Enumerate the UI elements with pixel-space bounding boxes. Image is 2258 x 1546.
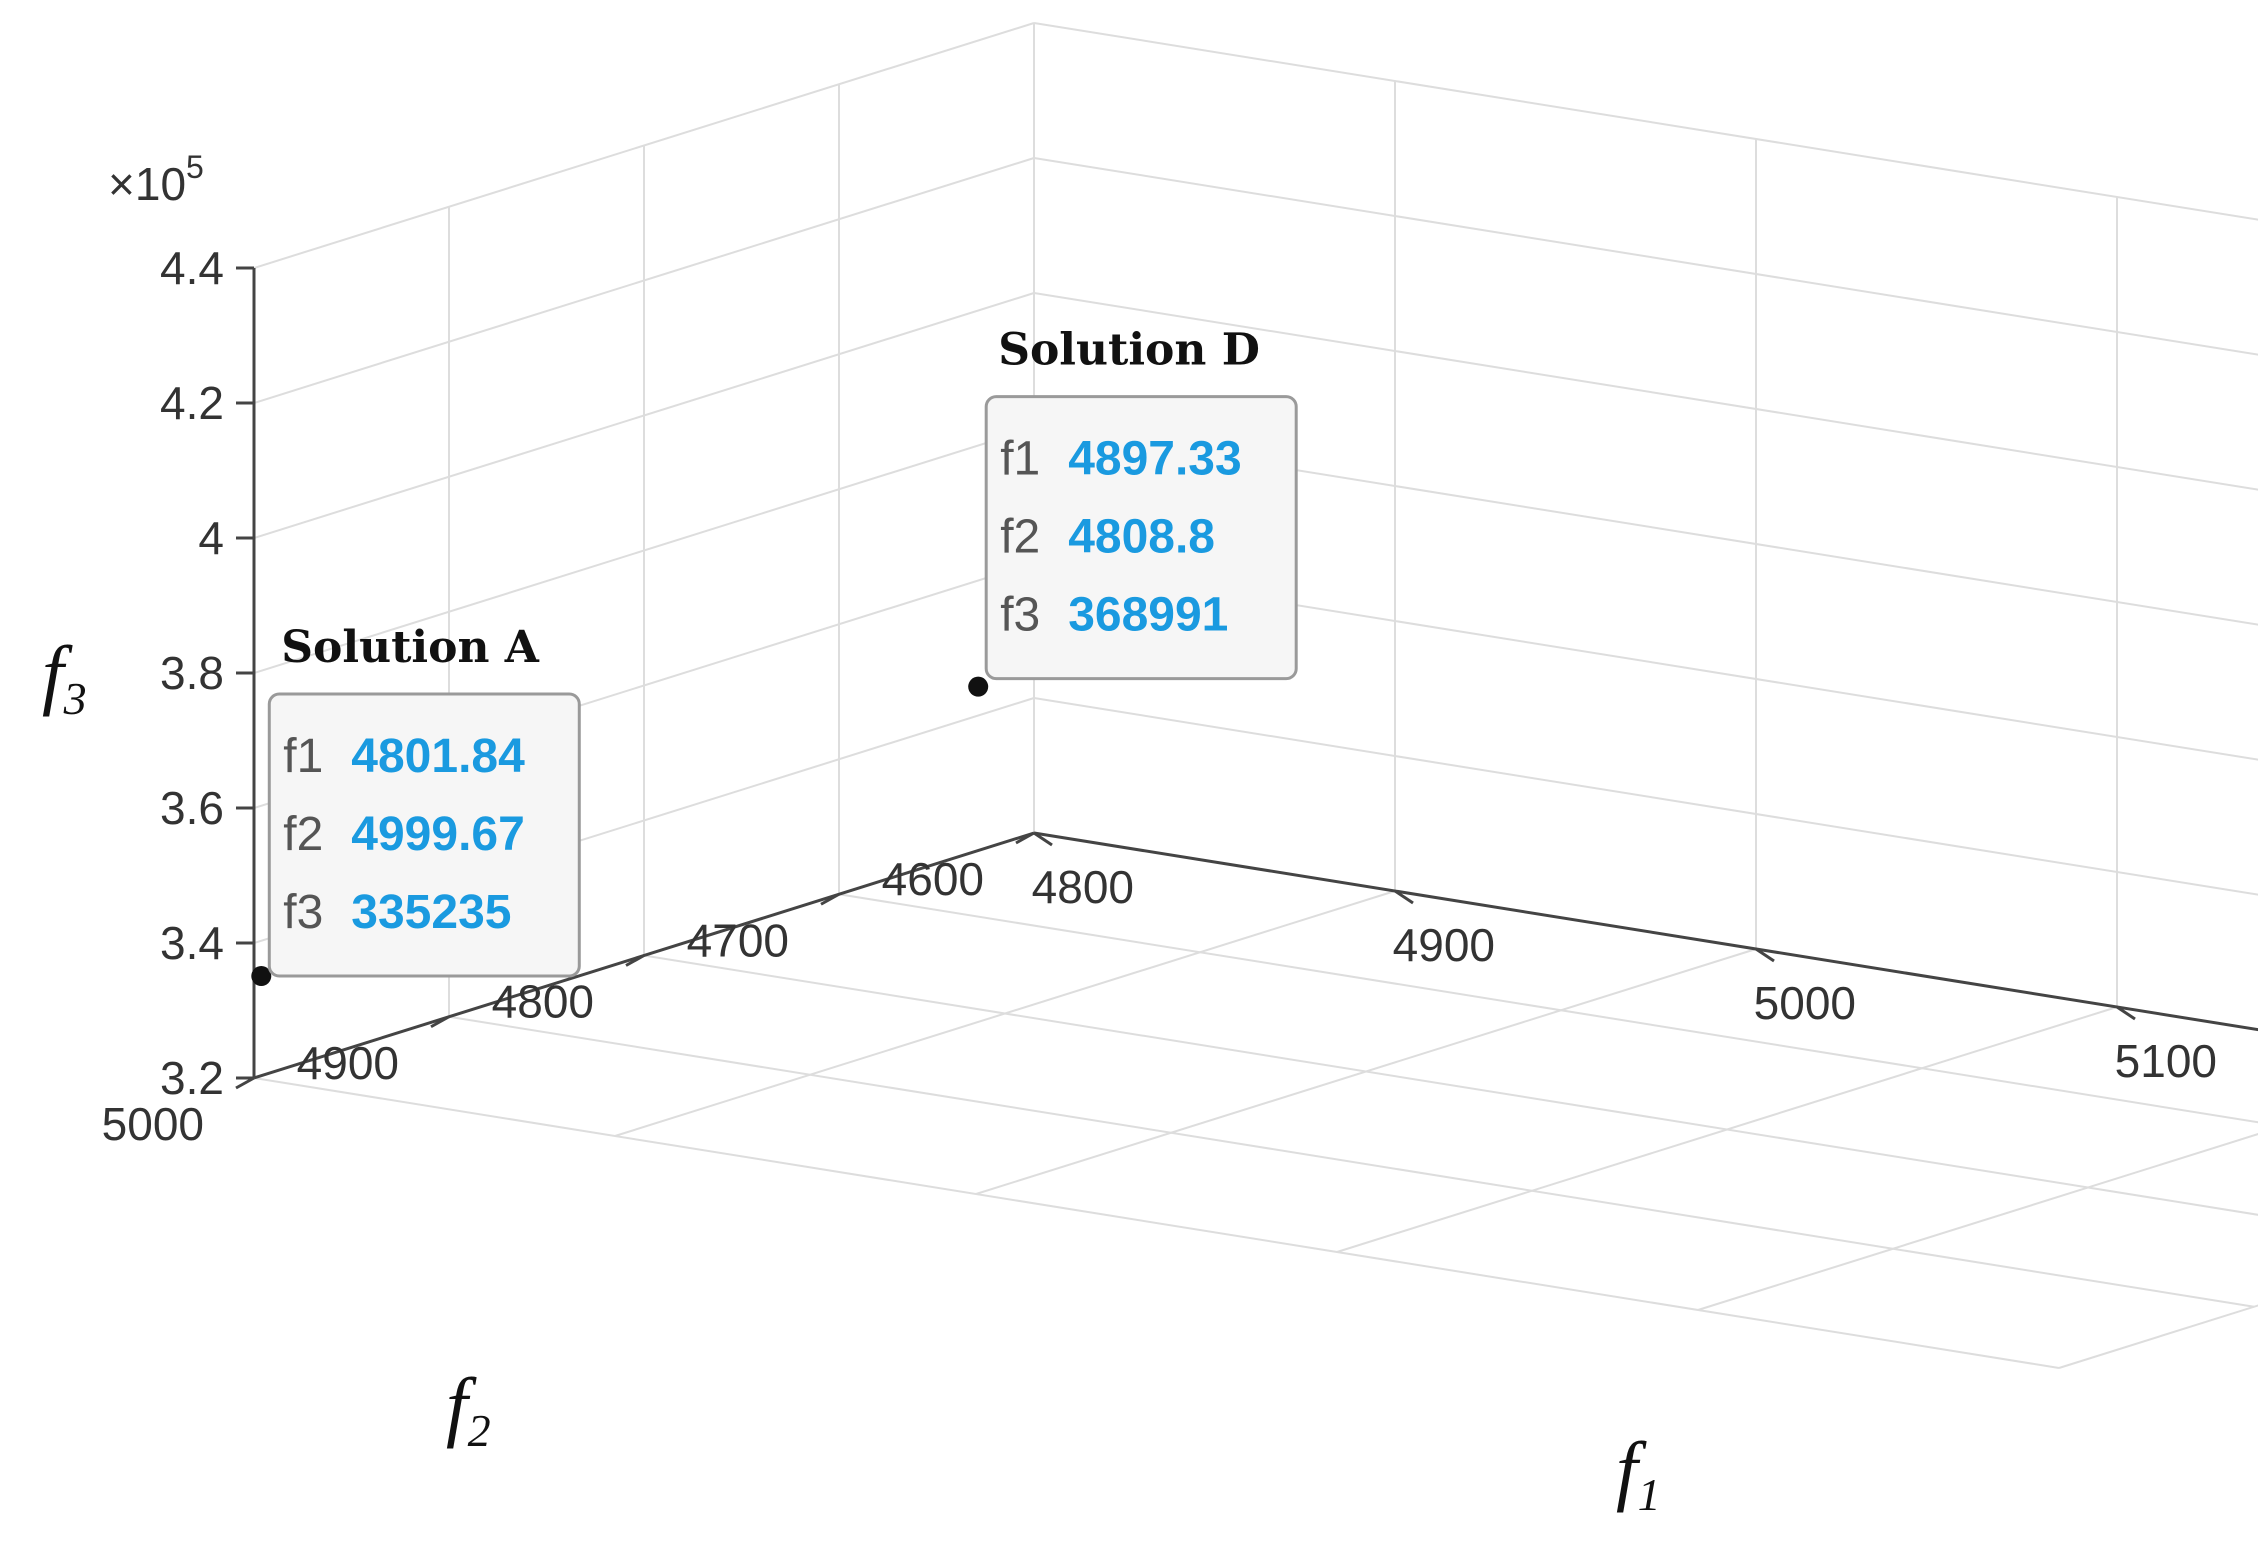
y-tick-label: 4800 xyxy=(492,976,594,1028)
x-tick xyxy=(1755,947,1775,963)
grid-line xyxy=(1033,22,2258,221)
grid-line xyxy=(448,1015,2255,1308)
datatip: Solution D f1 4897.33 f2 4808.8 f3 368991 xyxy=(984,325,1298,681)
grid-line xyxy=(253,157,1035,404)
grid-line xyxy=(253,427,1035,674)
x-axis-line xyxy=(1033,831,2258,1032)
datatip-key: f1 xyxy=(1000,433,1040,486)
datatip-key: f3 xyxy=(283,886,323,939)
x-tick-label: 5100 xyxy=(2115,1035,2217,1087)
x-tick-label: 4800 xyxy=(1032,861,1134,913)
x-tick xyxy=(1033,831,1053,847)
z-axis-label: f3 xyxy=(42,630,87,724)
grid-line xyxy=(1033,292,2258,491)
datatip-value: 4897.33 xyxy=(1068,433,1242,486)
x-axis-label: f1 xyxy=(1616,1426,1661,1520)
tick-labels: 3.2 3.4 3.6 3.8 4 4.2 4.4 4600 4700 4800 4900 5000 4… xyxy=(42,149,2217,1520)
datatip-key: f2 xyxy=(1000,511,1040,564)
z-tick-label: 3.2 xyxy=(160,1052,224,1104)
grid-line xyxy=(2058,1304,2258,1369)
z-tick-label: 4.4 xyxy=(160,242,224,294)
x-tick xyxy=(2116,1005,2136,1021)
z-tick-label: 4.2 xyxy=(160,377,224,429)
datatip-value: 4808.8 xyxy=(1068,511,1215,564)
grid-line xyxy=(1033,427,2258,626)
y-tick xyxy=(625,954,645,967)
y-tick xyxy=(430,1015,450,1029)
datatip-value: 335235 xyxy=(351,886,511,939)
datatip-box xyxy=(267,692,581,978)
datatip-box xyxy=(984,395,1298,681)
x-tick-label: 5000 xyxy=(1754,977,1856,1029)
y-tick xyxy=(1015,831,1035,845)
datatip-key: f2 xyxy=(283,808,323,861)
y-tick xyxy=(235,1076,255,1090)
z-tick-label: 3.8 xyxy=(160,647,224,699)
datatip-key: f3 xyxy=(1000,589,1040,642)
datatip-value: 4801.84 xyxy=(351,730,525,783)
data-point[interactable] xyxy=(251,966,272,987)
solution-title: Solution A xyxy=(281,622,540,673)
y-axis-label: f2 xyxy=(446,1362,491,1456)
axes xyxy=(235,266,2258,1090)
datatip-value: 4999.67 xyxy=(351,808,525,861)
datatip: Solution A f1 4801.84 f2 4999.67 f3 335235 xyxy=(267,622,581,978)
grid-line xyxy=(838,893,2258,1124)
y-tick-label: 4700 xyxy=(687,914,789,966)
data-points xyxy=(251,676,989,987)
datatip-value: 368991 xyxy=(1068,589,1228,642)
grid-line xyxy=(253,292,1035,539)
grid-line xyxy=(643,954,2258,1216)
grid-line xyxy=(1697,1133,2258,1311)
grid-line xyxy=(1033,832,2258,1031)
y-tick-label: 4600 xyxy=(882,853,984,905)
z-exponent-label: ×105 xyxy=(108,149,204,210)
z-tick-label: 3.6 xyxy=(160,782,224,834)
y-tick-label: 5000 xyxy=(102,1098,204,1150)
y-tick-label: 4900 xyxy=(297,1037,399,1089)
grid-line xyxy=(253,22,1035,269)
grid-line xyxy=(1033,562,2258,761)
datatip-key: f1 xyxy=(283,730,323,783)
z-tick-label: 4 xyxy=(198,512,224,564)
x-tick xyxy=(1394,889,1414,905)
grid-line xyxy=(253,1077,2060,1369)
solution-title: Solution D xyxy=(998,325,1260,376)
grid-line xyxy=(1033,157,2258,356)
z-tick-label: 3.4 xyxy=(160,917,224,969)
grid-line xyxy=(1033,832,2258,1031)
grid-line xyxy=(1033,697,2258,896)
x-tick-label: 4900 xyxy=(1393,919,1495,971)
data-point[interactable] xyxy=(968,676,989,697)
y-tick xyxy=(820,892,840,906)
